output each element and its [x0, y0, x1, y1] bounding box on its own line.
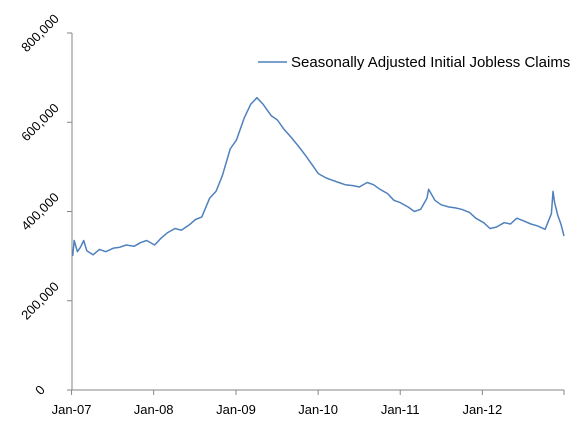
x-tick-label: Jan-11 — [381, 402, 420, 417]
legend: Seasonally Adjusted Initial Jobless Clai… — [258, 54, 570, 71]
series — [71, 96, 565, 257]
series-line — [71, 96, 565, 257]
x-tick-label: Jan-07 — [52, 402, 92, 417]
y-tick-label: 600,000 — [18, 100, 62, 144]
y-tick-label: 0 — [32, 382, 48, 398]
y-tick-label: 800,000 — [18, 11, 62, 55]
y-tick-label: 200,000 — [18, 279, 62, 323]
x-tick-label: Jan-08 — [134, 402, 174, 417]
y-ticks: 0 200,000 400,000 600,000 800,000 — [18, 11, 72, 398]
x-tick-label: Jan-09 — [216, 402, 256, 417]
x-tick-label: Jan-10 — [298, 402, 338, 417]
x-ticks: Jan-07 Jan-08 Jan-09 Jan-10 Jan-11 Jan-12 — [52, 390, 565, 417]
x-tick-label: Jan-12 — [462, 402, 502, 417]
legend-label: Seasonally Adjusted Initial Jobless Clai… — [291, 54, 570, 71]
y-tick-label: 400,000 — [18, 190, 62, 234]
axes — [71, 33, 564, 391]
